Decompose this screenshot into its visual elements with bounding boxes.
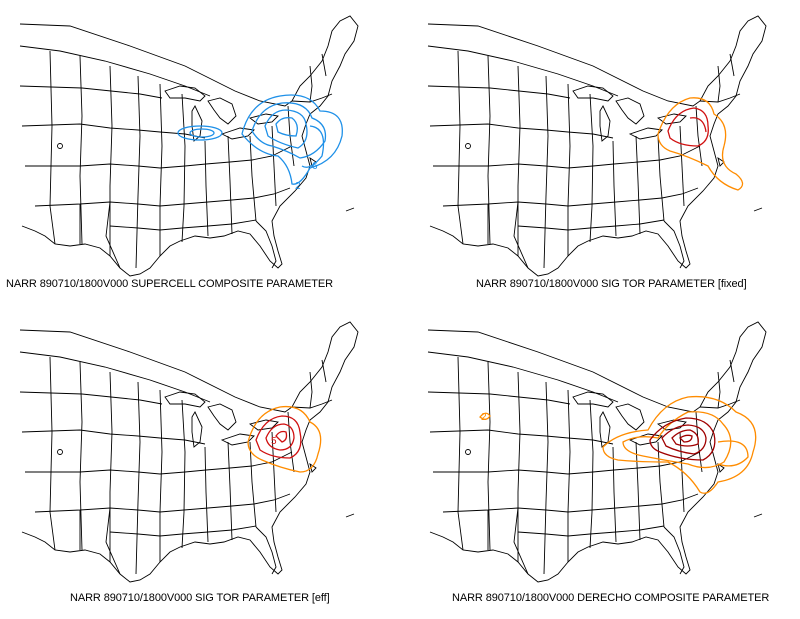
caption-supercell: NARR 890710/1800V000 SUPERCELL COMPOSITE… bbox=[6, 278, 333, 290]
map-supercell: 6 2 bbox=[19, 15, 359, 277]
caption-sigtor-fixed: NARR 890710/1800V000 SIG TOR PARAMETER [… bbox=[476, 278, 747, 290]
contour-label: 5 bbox=[271, 436, 277, 447]
map-panel-sigtor-fixed bbox=[418, 6, 798, 296]
map-sigtor-eff: 5 bbox=[19, 321, 359, 583]
contour-label: 2 bbox=[481, 412, 487, 423]
stp-eff-contours bbox=[247, 405, 322, 473]
scp-contours bbox=[177, 94, 343, 185]
us-base-map bbox=[19, 15, 359, 277]
map-derecho: 2 bbox=[427, 321, 767, 583]
map-sigtor-fixed bbox=[427, 15, 767, 277]
caption-derecho: NARR 890710/1800V000 DERECHO COMPOSITE P… bbox=[452, 592, 770, 604]
caption-sigtor-eff: NARR 890710/1800V000 SIG TOR PARAMETER [… bbox=[70, 592, 330, 604]
contour-label: 6 bbox=[312, 161, 318, 172]
contour-label: 2 bbox=[295, 181, 301, 192]
map-panel-sigtor-eff: 5 bbox=[10, 312, 390, 602]
dcp-contours bbox=[479, 395, 757, 494]
stp-fixed-contours bbox=[657, 97, 744, 191]
us-base-map bbox=[19, 321, 359, 583]
us-base-map bbox=[427, 321, 767, 583]
map-panel-supercell: 6 2 bbox=[10, 6, 390, 296]
map-panel-derecho: 2 bbox=[418, 312, 798, 602]
us-base-map bbox=[427, 15, 767, 277]
